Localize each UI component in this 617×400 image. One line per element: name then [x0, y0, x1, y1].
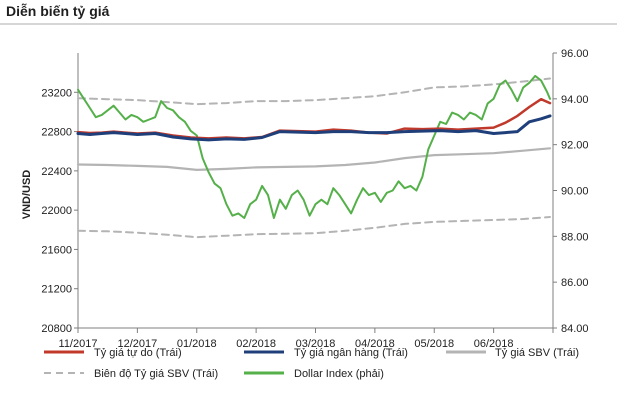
legend-item-free-rate-label: Tỷ giá tự do (Trái) [94, 347, 182, 359]
left-tick-label: 22000 [41, 205, 72, 217]
left-tick-label: 22800 [41, 127, 72, 139]
series-sbv-rate [76, 147, 552, 171]
left-tick-label: 21200 [41, 284, 72, 296]
right-tick-label: 84.00 [561, 323, 589, 335]
legend-item-bank-rate-label: Tỷ giá ngân hàng (Trái) [294, 347, 408, 359]
x-tick-label: 12/2017 [117, 338, 157, 350]
x-tick-label: 02/2018 [236, 338, 276, 350]
title-divider [0, 23, 617, 25]
right-tick-label: 92.00 [561, 140, 589, 152]
x-tick-label: 01/2018 [177, 338, 217, 350]
legend: Tỷ giá tự do (Trái) Tỷ giá ngân hàng (Trá… [44, 347, 579, 380]
right-tick-label: 94.00 [561, 94, 589, 106]
right-tick-label: 86.00 [561, 277, 589, 289]
chart-title: Diễn biến tỷ giá [6, 3, 110, 19]
y-axis-title: VND/USD [21, 170, 33, 220]
legend-item-dollar-index-label: Dollar Index (phải) [294, 368, 384, 380]
legend-item-sbv-rate-label: Tỷ giá SBV (Trái) [495, 347, 579, 359]
left-tick-label: 21600 [41, 244, 72, 256]
legend-item-sbv-band-label: Biên độ Tỷ giá SBV (Trái) [94, 368, 218, 380]
left-tick-label: 22400 [41, 166, 72, 178]
right-tick-label: 90.00 [561, 186, 589, 198]
x-tick-label: 04/2018 [355, 338, 395, 350]
left-tick-label: 20800 [41, 323, 72, 335]
right-tick-label: 88.00 [561, 231, 589, 243]
x-tick-label: 06/2018 [474, 338, 514, 350]
series-bank-rate [76, 114, 552, 142]
axes-group: 20800 21200 21600 22000 22400 22800 23200 84.00… [21, 48, 589, 350]
x-tick-label: 05/2018 [414, 338, 454, 350]
x-tick-label: 11/2017 [59, 338, 98, 350]
series-sbv-band-lower [77, 216, 551, 239]
left-tick-label: 23200 [41, 87, 72, 99]
series-dollar-index [77, 74, 551, 219]
series-group [76, 74, 552, 239]
right-tick-label: 96.00 [561, 48, 589, 60]
series-sbv-band-upper [77, 77, 551, 106]
x-tick-label: 03/2018 [296, 338, 336, 350]
